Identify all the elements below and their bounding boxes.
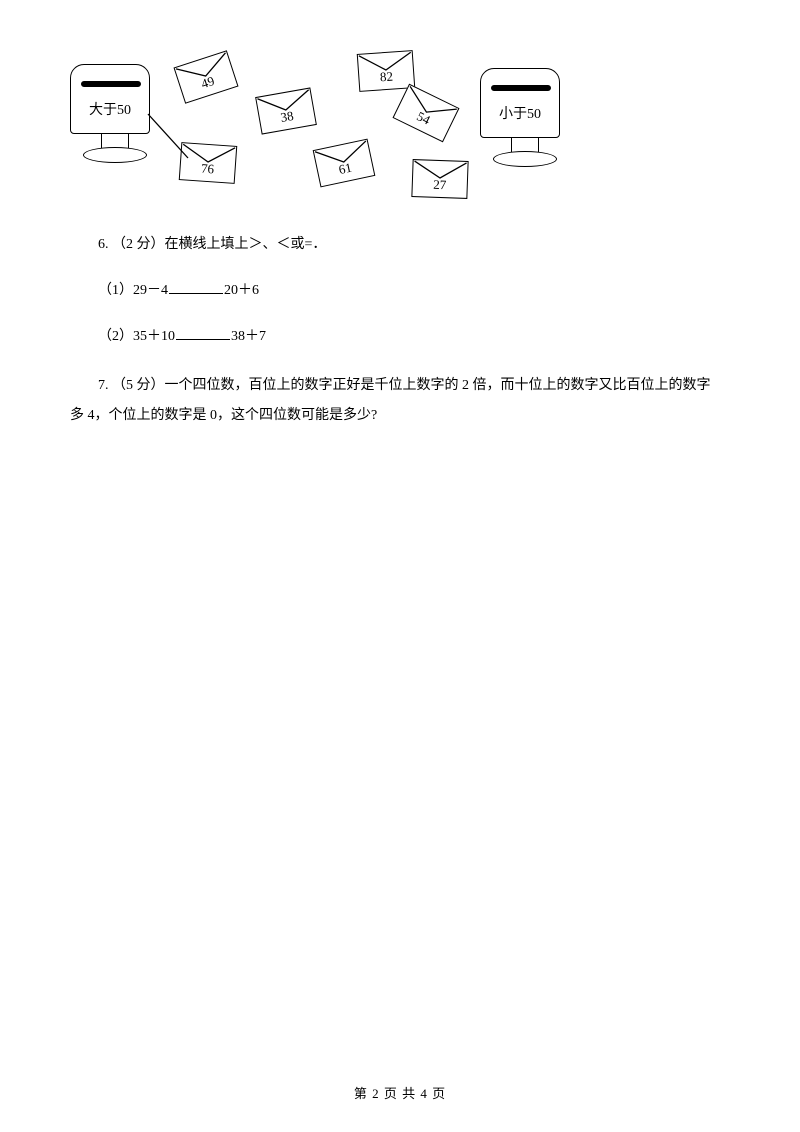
envelope-61: 61 <box>313 139 376 188</box>
mailbox-less-than-50: 小于50 <box>480 68 570 198</box>
envelope-27: 27 <box>411 159 468 199</box>
q6-part1-right: 20＋6 <box>224 283 259 298</box>
envelope-82: 82 <box>357 50 416 92</box>
q6-part1-left: （1）29－4 <box>98 283 168 298</box>
envelope-38: 38 <box>255 87 317 134</box>
envelope-54: 54 <box>393 84 460 143</box>
envelope-49: 49 <box>173 50 238 103</box>
mailbox-greater-than-50: 大于50 <box>70 64 160 194</box>
q7-line2: 多 4，个位上的数字是 0，这个四位数可能是多少? <box>70 401 730 430</box>
envelope-76: 76 <box>179 142 238 184</box>
q7: 7. （5 分）一个四位数，百位上的数字正好是千位上数字的 2 倍，而十位上的数… <box>70 371 730 430</box>
q6-part2-right: 38＋7 <box>231 329 266 344</box>
page-footer: 第 2 页 共 4 页 <box>0 1083 800 1102</box>
q6-part1: （1）29－4 20＋6 <box>70 277 730 305</box>
q7-line1: 7. （5 分）一个四位数，百位上的数字正好是千位上数字的 2 倍，而十位上的数… <box>70 371 730 400</box>
q6-part2: （2）35＋10 38＋7 <box>70 323 730 351</box>
q6-blank-1[interactable] <box>169 280 223 294</box>
q6-blank-2[interactable] <box>176 326 230 340</box>
sorting-illustration: 大于50 小于50 49 38 8254 76 61 27 <box>60 50 580 210</box>
q6-stem: 6. （2 分）在横线上填上＞、＜或=． <box>70 230 730 259</box>
q6-part2-left: （2）35＋10 <box>98 329 175 344</box>
